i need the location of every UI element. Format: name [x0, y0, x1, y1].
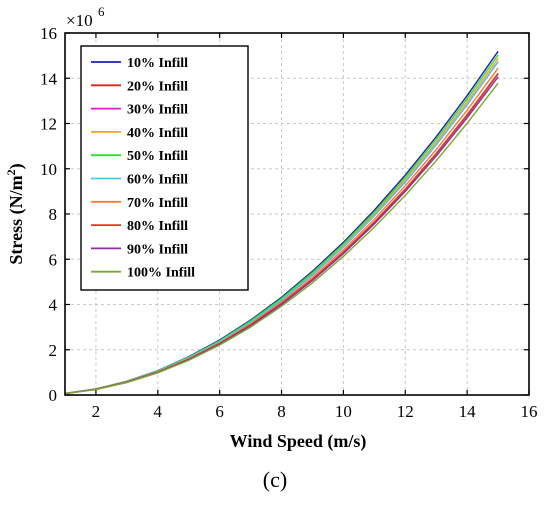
legend-label: 80% Infill — [127, 219, 188, 234]
y-tick-label: 0 — [49, 386, 58, 405]
y-multiplier: ×10 6 — [66, 4, 105, 30]
x-tick-label: 4 — [154, 402, 163, 421]
y-tick-label: 10 — [40, 160, 57, 179]
y-tick-label: 6 — [49, 250, 58, 269]
legend: 10% Infill 20% Infill 30% Infill 40% Infill… — [80, 45, 249, 291]
tick-labels: 2 4 6 8 10 12 14 16 0 2 4 6 8 10 12 14 16 — [40, 24, 538, 421]
multiplier-times: ×10 — [66, 11, 93, 30]
y-tick-label: 8 — [49, 205, 58, 224]
x-tick-label: 6 — [215, 402, 224, 421]
x-tick-label: 10 — [335, 402, 352, 421]
y-tick-label: 14 — [40, 69, 58, 88]
figure-caption: (c) — [263, 467, 287, 492]
y-axis-label-text: Stress (N/m — [6, 175, 27, 264]
x-tick-label: 14 — [459, 402, 477, 421]
legend-label: 90% Infill — [127, 242, 188, 257]
legend-label: 20% Infill — [127, 79, 188, 94]
y-axis-label-exponent: 2 — [4, 169, 18, 175]
x-tick-label: 12 — [397, 402, 414, 421]
x-tick-label: 2 — [92, 402, 101, 421]
series-line-10 — [64, 82, 499, 395]
axis-ticks — [65, 32, 530, 396]
x-tick-label: 8 — [277, 402, 286, 421]
legend-label: 70% Infill — [127, 196, 188, 211]
multiplier-exponent: 6 — [98, 4, 105, 19]
legend-label: 40% Infill — [127, 126, 188, 141]
y-axis-label: Stress (N/m2) — [4, 163, 27, 264]
y-axis-label-close: ) — [6, 163, 27, 169]
y-tick-label: 4 — [49, 296, 58, 315]
legend-label: 60% Infill — [127, 173, 188, 188]
legend-label: 100% Infill — [127, 266, 195, 281]
legend-label: 50% Infill — [127, 149, 188, 164]
legend-label: 30% Infill — [127, 103, 188, 118]
y-tick-label: 2 — [49, 341, 58, 360]
y-tick-label: 12 — [40, 115, 57, 134]
x-axis-label: Wind Speed (m/s) — [230, 431, 367, 452]
y-tick-label: 16 — [40, 24, 57, 43]
x-tick-label: 16 — [521, 402, 538, 421]
series-lines — [64, 50, 499, 395]
legend-label: 10% Infill — [127, 56, 188, 71]
legend-box — [80, 45, 249, 291]
